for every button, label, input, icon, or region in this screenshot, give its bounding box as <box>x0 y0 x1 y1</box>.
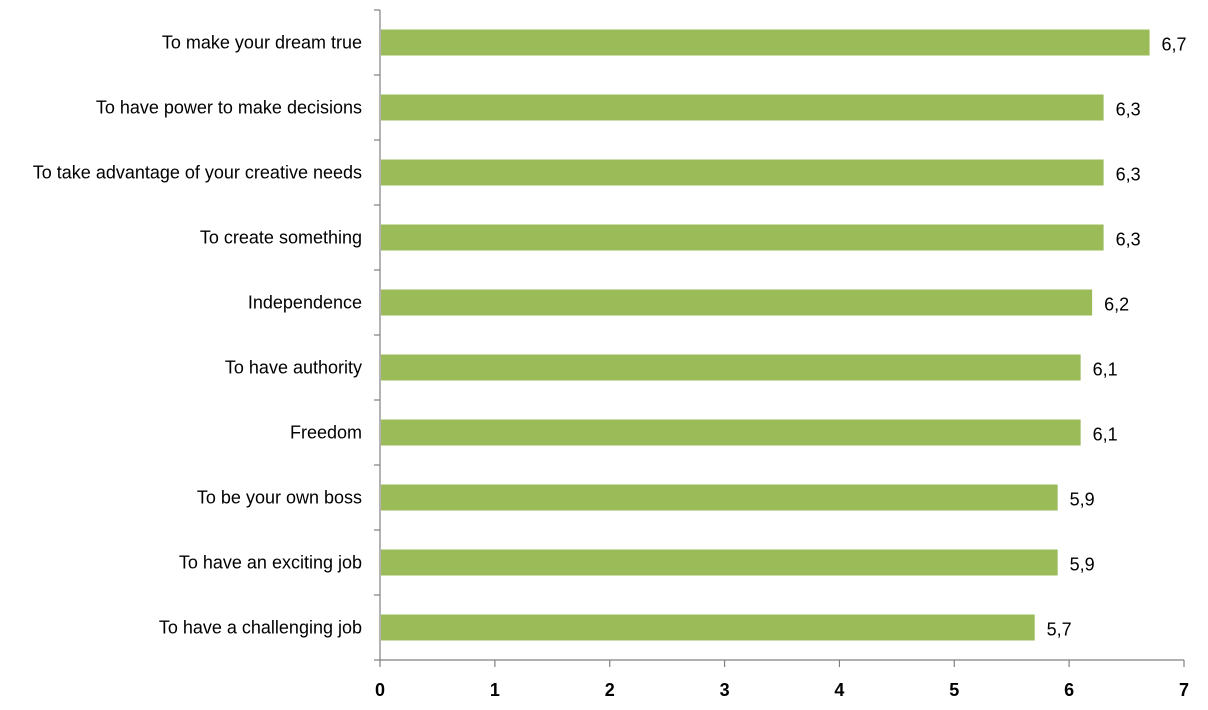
bar <box>381 94 1104 121</box>
category-label: To make your dream true <box>162 33 362 53</box>
bar <box>381 29 1150 56</box>
value-label: 6,1 <box>1093 425 1118 445</box>
x-tick-label: 2 <box>605 680 615 700</box>
x-tick-label: 4 <box>834 680 844 700</box>
x-tick-label: 1 <box>490 680 500 700</box>
value-label: 6,3 <box>1116 165 1141 185</box>
axes-layer <box>374 9 1185 667</box>
bar <box>381 159 1104 186</box>
bar <box>381 484 1058 511</box>
x-tick-label: 5 <box>949 680 959 700</box>
value-label: 6,3 <box>1116 100 1141 120</box>
category-label: To have authority <box>225 358 362 378</box>
value-label: 6,1 <box>1093 360 1118 380</box>
bar <box>381 289 1093 316</box>
category-label: To have an exciting job <box>179 553 362 573</box>
bar <box>381 419 1081 446</box>
x-tick-label: 7 <box>1179 680 1189 700</box>
bar <box>381 614 1035 641</box>
category-label: To have a challenging job <box>159 618 362 638</box>
labels-layer: To make your dream true 6,7 To have power … <box>33 33 1189 701</box>
x-tick-label: 3 <box>720 680 730 700</box>
bars-layer <box>381 29 1150 641</box>
category-label: Independence <box>248 293 362 313</box>
category-label: To have power to make decisions <box>96 98 362 118</box>
value-label: 5,9 <box>1070 490 1095 510</box>
value-label: 5,9 <box>1070 555 1095 575</box>
category-label: To take advantage of your creative needs <box>33 163 362 183</box>
value-label: 5,7 <box>1047 620 1072 640</box>
category-label: To create something <box>200 228 362 248</box>
bar <box>381 224 1104 251</box>
bar <box>381 354 1081 381</box>
x-tick-label: 0 <box>375 680 385 700</box>
category-label: Freedom <box>290 423 362 443</box>
value-label: 6,3 <box>1116 230 1141 250</box>
value-label: 6,2 <box>1104 295 1129 315</box>
bar <box>381 549 1058 576</box>
value-label: 6,7 <box>1162 35 1187 55</box>
category-label: To be your own boss <box>197 488 362 508</box>
x-tick-label: 6 <box>1064 680 1074 700</box>
